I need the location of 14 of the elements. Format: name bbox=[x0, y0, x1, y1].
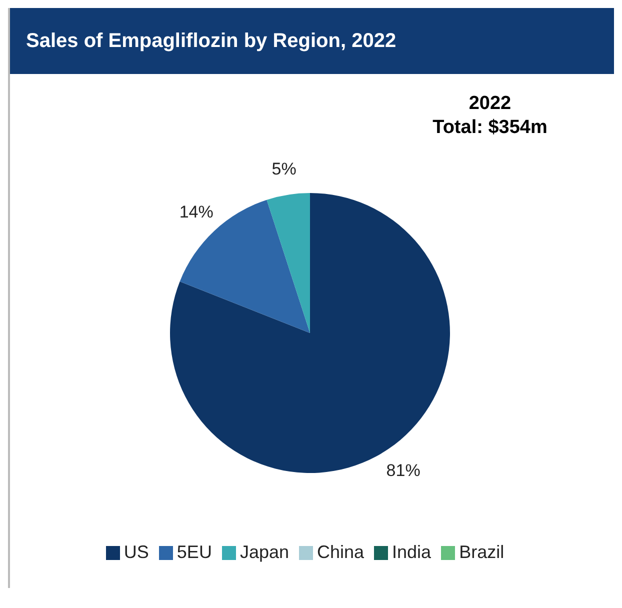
legend-label: 5EU bbox=[176, 542, 212, 562]
chart-title: Sales of Empagliflozin by Region, 2022 bbox=[10, 8, 614, 74]
legend-label: Brazil bbox=[459, 542, 504, 562]
pie-slice bbox=[266, 193, 310, 333]
text: Total: $354m bbox=[432, 116, 548, 140]
pie-slice bbox=[180, 200, 310, 333]
legend-label: US bbox=[124, 542, 149, 562]
data-label: 14% bbox=[179, 202, 214, 222]
data-label: 81% bbox=[386, 460, 420, 480]
legend-label: India bbox=[392, 542, 432, 562]
legend-label: China bbox=[316, 542, 364, 562]
text: 2022 bbox=[468, 92, 512, 116]
legend-label: Japan bbox=[240, 542, 289, 562]
data-label: 5% bbox=[272, 160, 296, 179]
